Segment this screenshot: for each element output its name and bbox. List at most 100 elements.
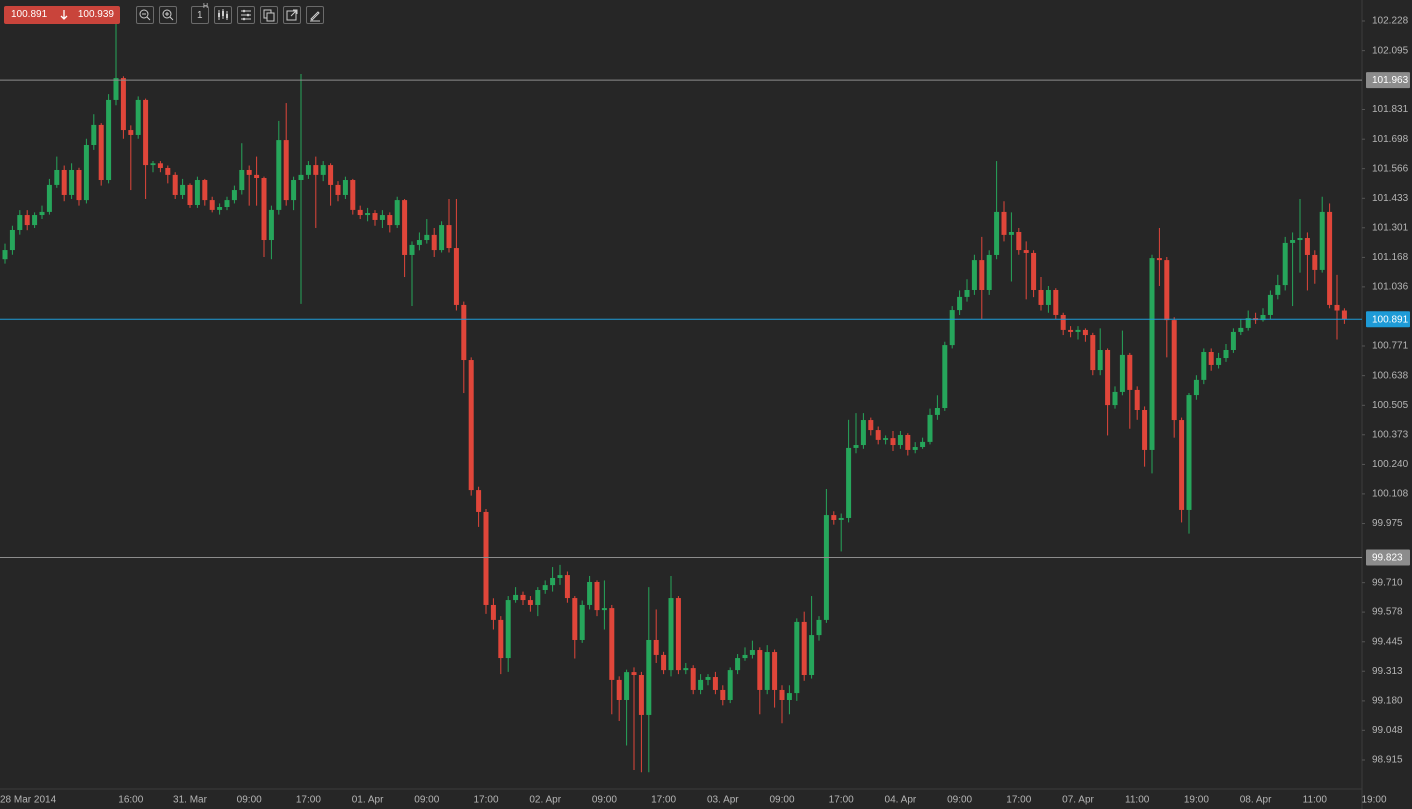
candle-body xyxy=(527,600,533,605)
candle-body xyxy=(32,215,38,226)
y-tick-label: 101.301 xyxy=(1372,222,1409,233)
candle-body xyxy=(779,689,785,700)
copy-button[interactable] xyxy=(260,6,278,24)
draw-button[interactable] xyxy=(306,6,324,24)
x-tick-label: 17:00 xyxy=(651,795,676,806)
x-tick-label: 11:00 xyxy=(1303,795,1328,806)
settings-button[interactable] xyxy=(237,6,255,24)
candle-body xyxy=(1275,285,1281,295)
candle-body xyxy=(46,184,52,212)
candle-body xyxy=(653,639,659,655)
candle-body xyxy=(387,215,393,226)
candle-body xyxy=(143,99,149,166)
candle-body xyxy=(165,167,171,175)
candle-body xyxy=(283,140,289,201)
export-button[interactable] xyxy=(283,6,301,24)
bid-price: 100.891 xyxy=(11,9,48,20)
candle-body xyxy=(1097,349,1103,371)
candle-body xyxy=(217,207,223,210)
candle-body xyxy=(823,515,829,620)
candle-body xyxy=(1053,289,1059,315)
candle-body xyxy=(135,99,141,135)
level-label: 99.823 xyxy=(1372,553,1403,564)
candle-body xyxy=(1186,395,1192,510)
candle-body xyxy=(246,169,252,175)
candle-body xyxy=(513,594,519,601)
candle-body xyxy=(1216,358,1222,365)
candle-body xyxy=(638,675,644,715)
y-tick-label: 99.578 xyxy=(1372,607,1403,618)
candle-body xyxy=(809,635,815,676)
candle-body xyxy=(372,213,378,220)
x-tick-label: 09:00 xyxy=(947,795,972,806)
candle-body xyxy=(1142,410,1148,450)
candle-body xyxy=(439,225,445,251)
candle-body xyxy=(550,577,556,586)
y-tick-label: 101.168 xyxy=(1372,252,1409,263)
y-tick-label: 99.445 xyxy=(1372,636,1403,647)
candle-body xyxy=(106,99,112,181)
candle-body xyxy=(128,130,134,135)
candle-body xyxy=(1230,331,1236,350)
candle-body xyxy=(1008,231,1014,235)
candle-body xyxy=(1156,258,1162,261)
candle-body xyxy=(883,438,889,440)
candle-body xyxy=(772,652,778,690)
candle-body xyxy=(357,209,363,216)
icon xyxy=(286,9,298,21)
zoom-in-button[interactable] xyxy=(159,6,177,24)
level-label: 100.891 xyxy=(1372,314,1409,325)
candle-body xyxy=(1164,260,1170,321)
candle-body xyxy=(379,215,385,220)
candle-body xyxy=(868,420,874,431)
candle-body xyxy=(1127,354,1133,390)
x-tick-label: 09:00 xyxy=(769,795,794,806)
candle-body xyxy=(476,490,482,512)
candle-body xyxy=(409,244,415,255)
candle-body xyxy=(794,621,800,694)
candle-body xyxy=(194,180,200,206)
x-tick-label: 11:00 xyxy=(1125,795,1150,806)
candle-body xyxy=(994,211,1000,255)
candle-body xyxy=(1023,250,1029,253)
y-tick-label: 102.095 xyxy=(1372,45,1409,56)
candle-body xyxy=(520,594,526,601)
candle-body xyxy=(83,144,89,201)
zoom-out-button[interactable] xyxy=(136,6,154,24)
candle-body xyxy=(1171,320,1177,421)
price-badge[interactable]: 100.891 100.939 xyxy=(4,6,120,24)
candle-body xyxy=(1334,304,1340,311)
candle-body xyxy=(860,420,866,446)
candle-body xyxy=(490,604,496,620)
candle-body xyxy=(224,200,230,208)
candle-body xyxy=(624,672,630,700)
candle-body xyxy=(431,234,437,251)
candle-body xyxy=(572,598,578,640)
icon xyxy=(139,9,151,21)
y-tick-label: 98.915 xyxy=(1372,755,1403,766)
candle-body xyxy=(986,254,992,290)
ask-price: 100.939 xyxy=(77,9,114,20)
chart-type-button[interactable] xyxy=(214,6,232,24)
candle-body xyxy=(1031,252,1037,290)
candle-body xyxy=(328,165,334,185)
candle-body xyxy=(979,260,985,290)
candle-body xyxy=(912,447,918,450)
candle-body xyxy=(661,654,667,671)
candle-body xyxy=(1134,389,1140,411)
y-tick-label: 101.566 xyxy=(1372,163,1409,174)
candle-body xyxy=(1341,310,1347,320)
candle-body xyxy=(579,604,585,640)
candle-body xyxy=(150,163,156,166)
candle-body xyxy=(9,229,15,251)
candle-body xyxy=(498,619,504,659)
x-tick-label: 03. Apr xyxy=(707,795,739,806)
candle-body xyxy=(742,654,748,659)
y-tick-label: 102.228 xyxy=(1372,16,1409,27)
candle-body xyxy=(268,209,274,241)
candle-body xyxy=(853,445,859,448)
candle-body xyxy=(54,169,60,185)
candle-body xyxy=(1082,329,1088,336)
candle-body xyxy=(1193,379,1199,396)
